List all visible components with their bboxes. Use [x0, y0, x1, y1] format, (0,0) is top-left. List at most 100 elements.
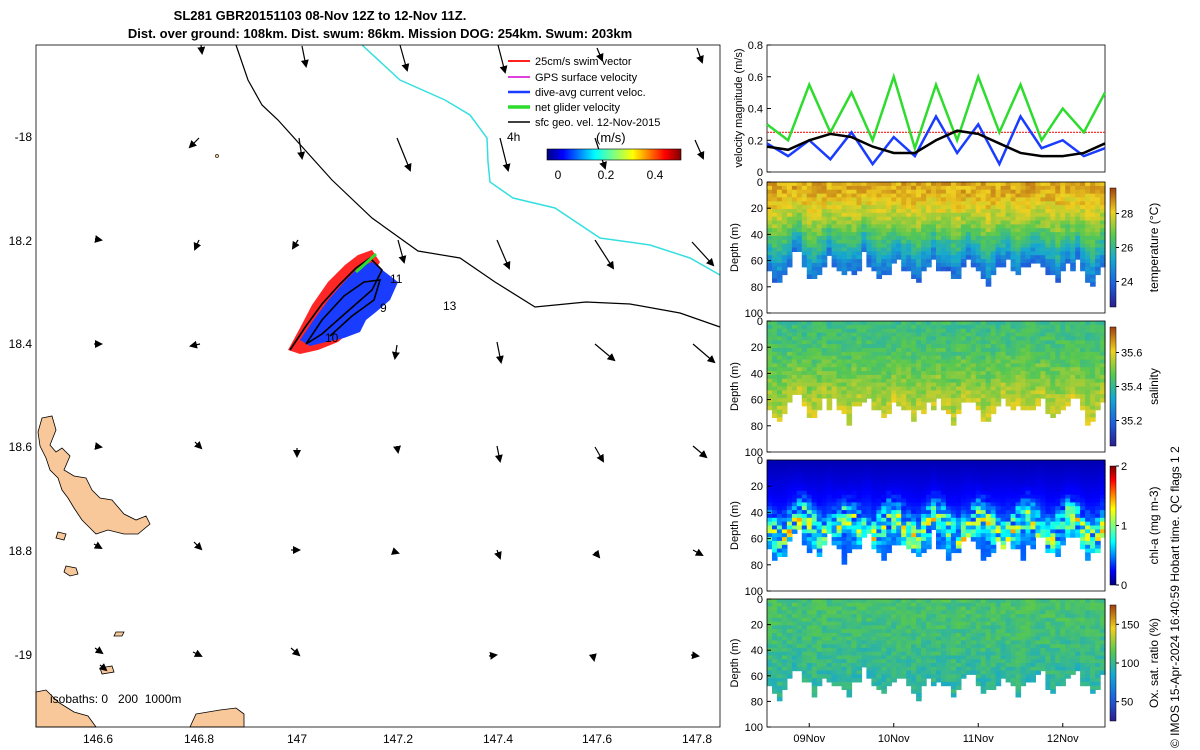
- profile-cell: [851, 540, 858, 546]
- profile-cell: [955, 220, 962, 225]
- profile-cell: [1050, 355, 1056, 361]
- profile-cell: [881, 467, 887, 473]
- profile-cell: [970, 224, 977, 229]
- profile-cell: [970, 259, 977, 264]
- profile-cell: [1060, 224, 1066, 229]
- profile-cell: [841, 185, 848, 191]
- profile-cell: [846, 328, 853, 334]
- profile-cell: [985, 475, 992, 480]
- profile-cell: [781, 336, 788, 341]
- profile-cell: [891, 378, 897, 384]
- profile-cell: [926, 371, 932, 376]
- profile-cell: [816, 232, 823, 237]
- profile-cell: [816, 483, 823, 488]
- profile-cell: [941, 355, 947, 361]
- profile-cell: [1065, 506, 1071, 511]
- profile-cell: [1065, 328, 1071, 334]
- profile-cell: [975, 405, 982, 411]
- profile-cell: [776, 220, 783, 225]
- profile-cell: [1085, 251, 1091, 256]
- profile-cell: [776, 483, 783, 488]
- profile-cell: [776, 367, 783, 372]
- profile-cell: [767, 599, 773, 604]
- profile-cell: [1070, 348, 1076, 353]
- profile-cell: [796, 494, 803, 500]
- profile-cell: [990, 463, 997, 469]
- profile-cell: [980, 371, 987, 376]
- profile-cell: [881, 378, 887, 384]
- profile-cell: [945, 521, 952, 527]
- profile-cell: [1060, 355, 1066, 361]
- profile-cell: [931, 378, 937, 384]
- profile-cell: [950, 328, 957, 334]
- profile-cell: [841, 266, 848, 272]
- profile-cell: [1070, 235, 1076, 241]
- profile-cell: [866, 228, 872, 233]
- profile-cell: [926, 382, 932, 388]
- profile-cell: [955, 378, 962, 384]
- profile-cell: [1000, 255, 1007, 260]
- profile-cell: [931, 321, 937, 326]
- profile-cell: [1005, 506, 1012, 511]
- profile-cell: [975, 367, 982, 372]
- profile-cell: [960, 494, 967, 500]
- profile-cell: [791, 386, 798, 391]
- profile-cell: [1020, 324, 1027, 330]
- profile-cell: [816, 205, 823, 210]
- profile-cell: [941, 544, 947, 550]
- profile-cell: [921, 185, 927, 191]
- profile-cell: [846, 185, 853, 191]
- profile-cell: [1010, 247, 1017, 252]
- profile-cell: [871, 382, 877, 388]
- profile-cell: [980, 525, 987, 530]
- profile-cell: [941, 367, 947, 372]
- profile-ylabel: Depth (m): [729, 223, 741, 272]
- profile-cell: [796, 212, 803, 218]
- profile-cell: [1055, 266, 1061, 272]
- profile-cell: [1070, 201, 1076, 206]
- profile-cell: [1095, 471, 1101, 477]
- profile-cell: [926, 475, 932, 480]
- profile-cell: [901, 494, 907, 500]
- profile-cell: [1055, 382, 1061, 388]
- profile-cell: [841, 506, 848, 511]
- profile-cell: [1030, 228, 1036, 233]
- profile-cell: [926, 220, 932, 225]
- profile-cell: [841, 502, 848, 507]
- profile-cell: [926, 359, 932, 364]
- profile-cell: [936, 479, 942, 484]
- profile-cell: [871, 494, 877, 500]
- profile-cell: [881, 513, 887, 519]
- profile-cell: [1065, 367, 1071, 372]
- profile-cell: [950, 224, 957, 229]
- profile-cell: [1005, 374, 1012, 380]
- profile-cell: [821, 487, 828, 492]
- profile-cell: [767, 494, 773, 500]
- profile-cell: [821, 212, 828, 218]
- profile-cell: [846, 193, 853, 199]
- profile-cell: [826, 467, 833, 473]
- profile-cell: [1075, 513, 1081, 519]
- profile-cell: [1030, 344, 1036, 349]
- profile-cell: [931, 255, 937, 260]
- profile-cell: [896, 537, 902, 542]
- profile-cell: [1025, 255, 1032, 260]
- profile-cell: [772, 205, 778, 210]
- profile-cell: [791, 340, 798, 345]
- profile-cell: [1095, 212, 1101, 218]
- profile-cell: [985, 409, 992, 415]
- profile-cell: [821, 197, 828, 202]
- profile-cell: [1075, 209, 1081, 214]
- profile-cell: [891, 529, 897, 534]
- profile-cell: [881, 517, 887, 523]
- profile-cell: [772, 517, 778, 523]
- profile-cell: [1015, 336, 1022, 341]
- profile-cell: [881, 355, 887, 361]
- profile-cell: [1005, 224, 1012, 229]
- profile-cell: [1010, 544, 1017, 550]
- profile-cell: [1030, 475, 1036, 480]
- profile-cell: [926, 348, 932, 353]
- profile-cell: [781, 463, 788, 469]
- profile-cell: [806, 529, 813, 534]
- profile-cell: [1055, 540, 1061, 546]
